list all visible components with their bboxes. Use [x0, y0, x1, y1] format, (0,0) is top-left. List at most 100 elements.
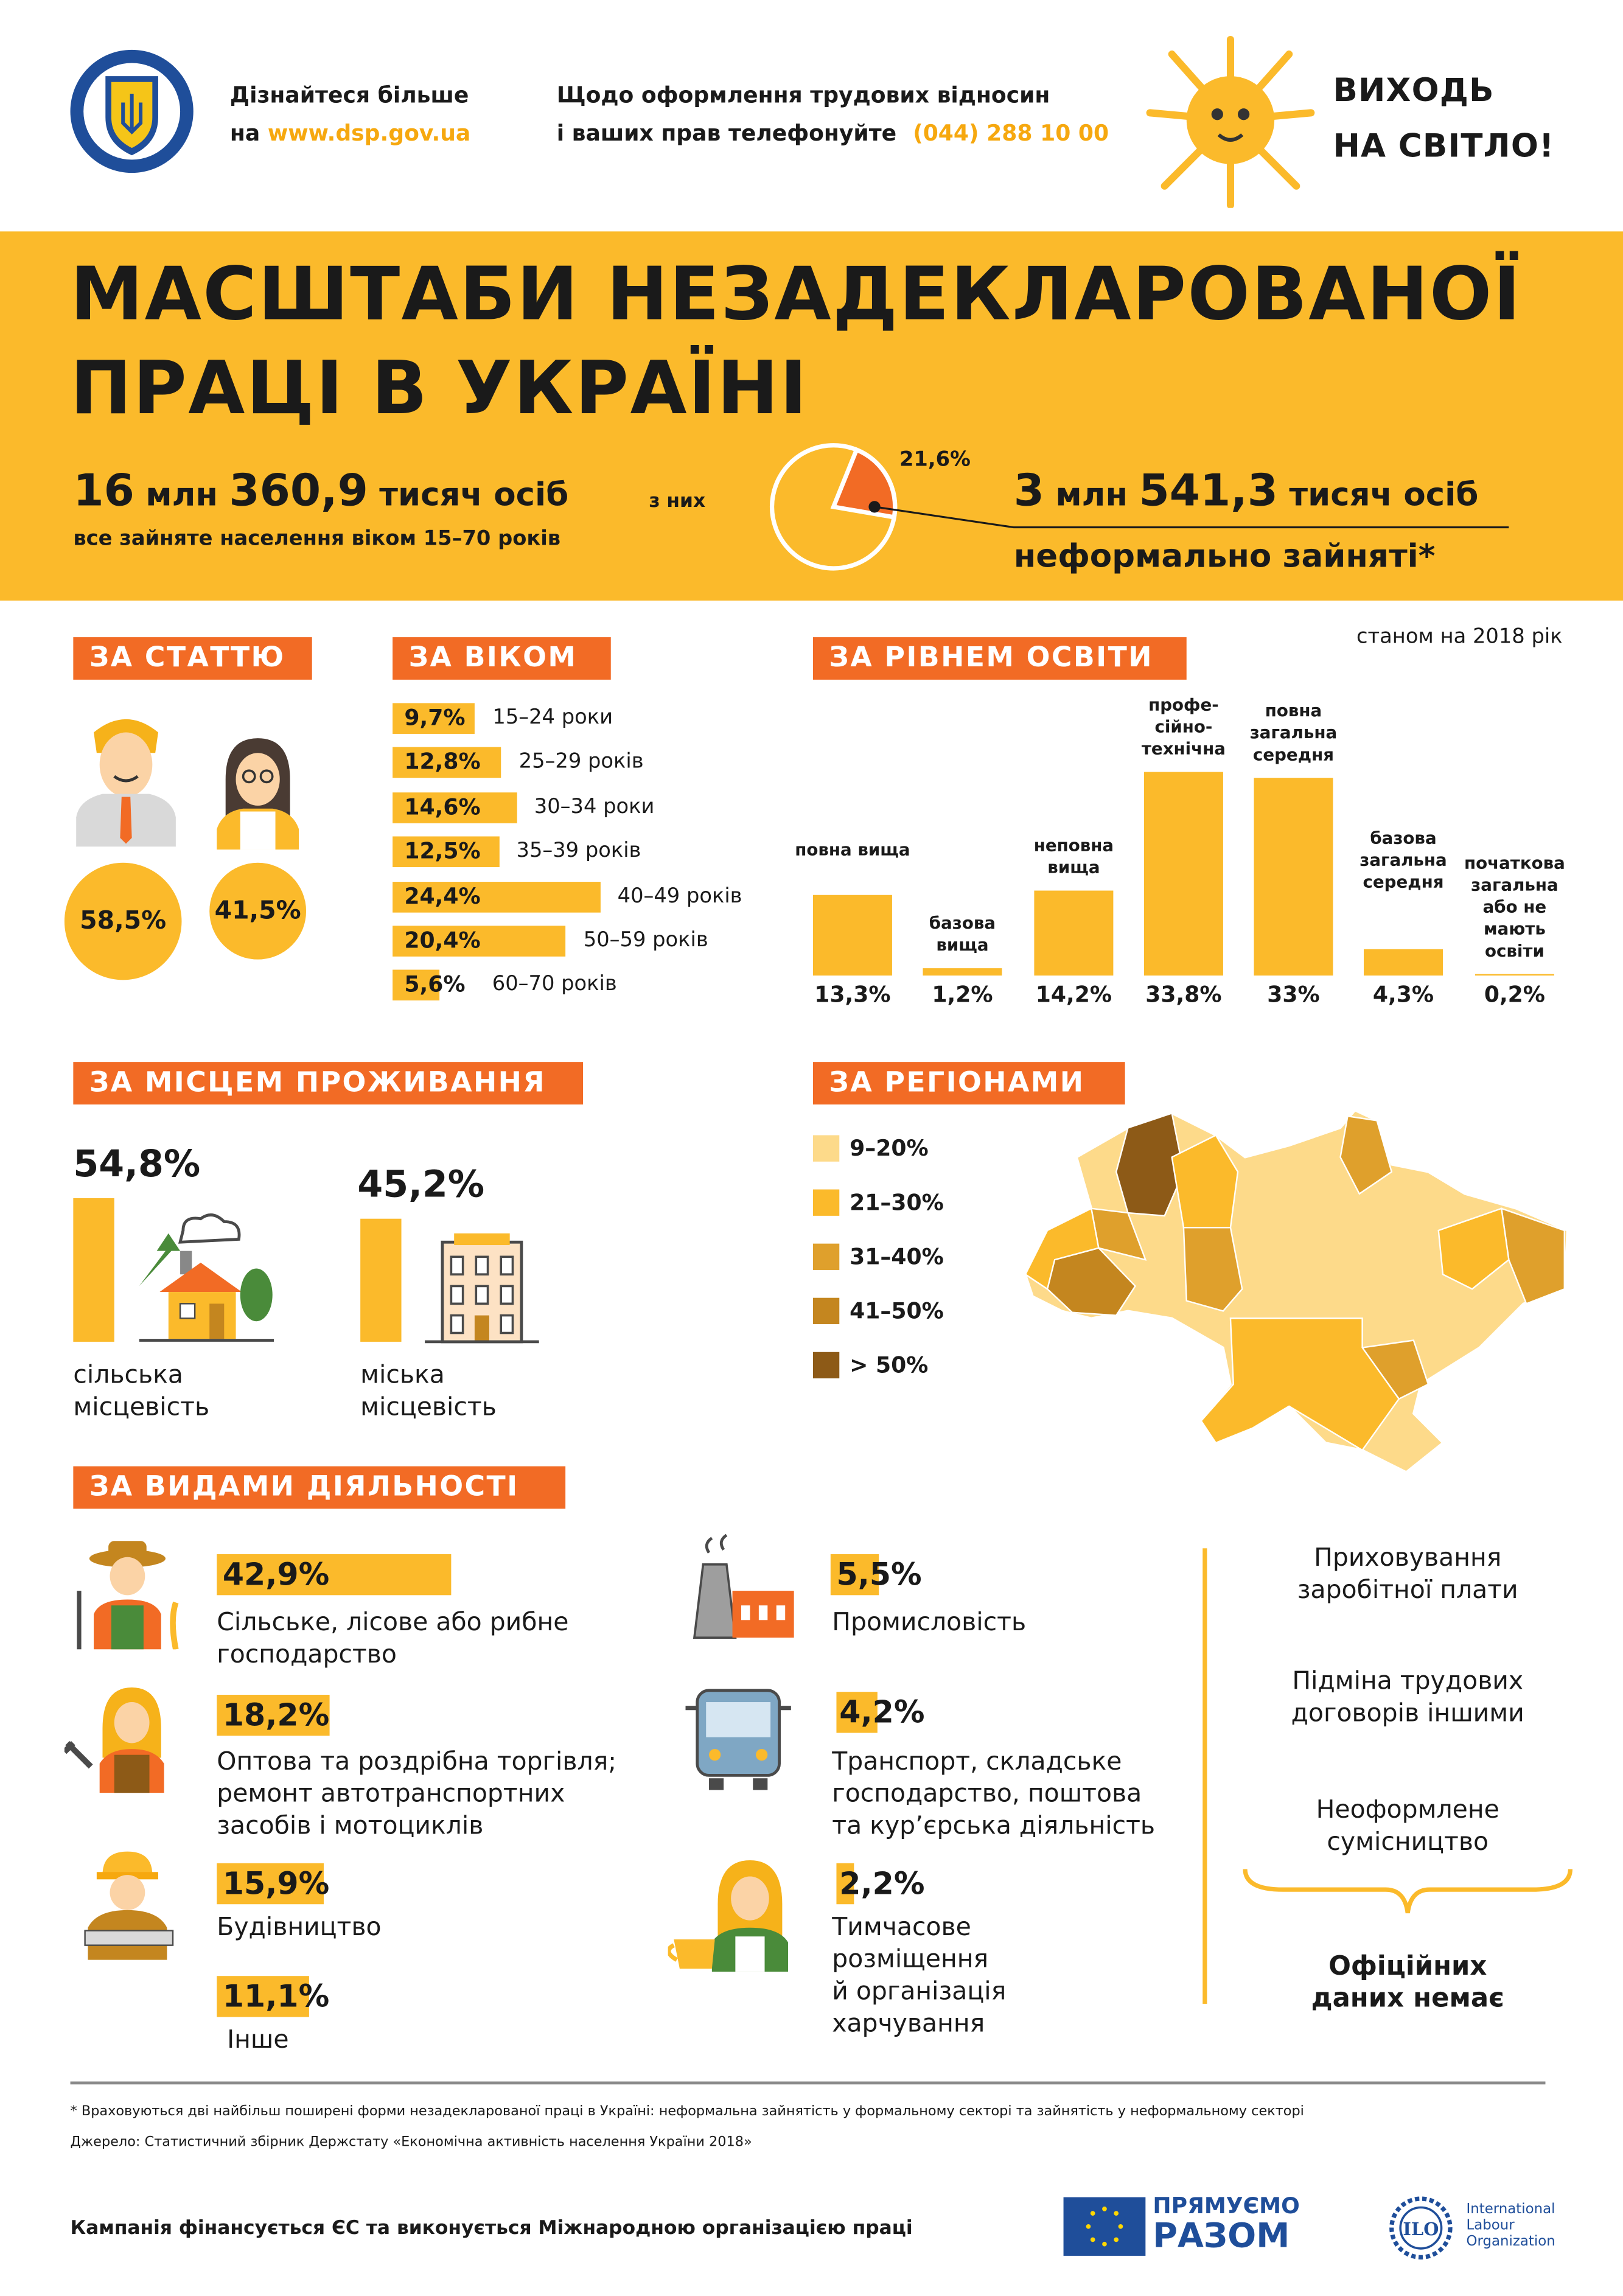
agri-bar — [217, 1554, 452, 1596]
education-category-label: профе-сійно-технічна — [1141, 694, 1226, 759]
curly-brace-icon — [1243, 1869, 1573, 1914]
no-data-item-3-line-2: сумісництво — [1327, 1828, 1489, 1858]
age-bar-value: 24,4% — [404, 883, 481, 910]
pointer-line — [874, 506, 1509, 529]
no-data-item-2-line-1: Підміна трудових — [1292, 1667, 1524, 1697]
of-them-label: з них — [649, 490, 706, 513]
education-bar — [812, 895, 892, 976]
section-activities: ЗА ВИДАМИ ДІЯЛЬНОСТІ — [73, 1466, 566, 1509]
age-range-label: 50–59 років — [583, 929, 708, 952]
transport-label-line-1: Транспорт, складське — [832, 1747, 1122, 1777]
legend-swatch — [812, 1135, 840, 1162]
total-thousands: 360,9 — [229, 466, 368, 517]
education-bar — [1364, 949, 1443, 976]
village-house-icon — [139, 1213, 274, 1342]
education-value-label: 1,2% — [932, 981, 993, 1008]
total-caption: все зайняте населення віком 15–70 років — [73, 527, 561, 551]
education-category-label: базова вища — [929, 912, 996, 955]
education-category-label: повна вища — [795, 840, 910, 861]
urban-bar — [360, 1218, 402, 1342]
agri-label-line-1: Сільське, лісове або рибне — [217, 1608, 569, 1638]
no-data-item-2: Підміна трудових договорів іншими — [1245, 1666, 1570, 1730]
education-bar — [1475, 973, 1554, 976]
age-bar — [393, 969, 441, 1001]
woman-icon — [217, 738, 299, 850]
column-divider — [1202, 1548, 1207, 2004]
trade-label-line-1: Оптова та роздрібна торгівля; — [217, 1747, 617, 1777]
education-bar — [1143, 772, 1223, 976]
region-21-30-west — [1024, 1207, 1100, 1291]
education-value-label: 13,3% — [814, 981, 891, 1008]
informal-thousands-unit: тисяч осіб — [1277, 477, 1479, 514]
man-icon — [76, 719, 176, 847]
age-bar — [393, 747, 501, 778]
age-bar — [393, 703, 475, 734]
phone-number[interactable]: (044) 288 10 00 — [913, 120, 1109, 147]
no-data-item-3-line-1: Неоформлене — [1316, 1796, 1499, 1826]
website-link[interactable]: www.dsp.gov.ua — [267, 120, 471, 147]
builder-icon — [84, 1851, 174, 1960]
age-range-label: 30–34 роки — [534, 795, 655, 819]
ilo-logo-icon: ILO — [1389, 2196, 1453, 2259]
region-31-40-west — [1090, 1207, 1147, 1261]
campaign-slogan-line-2: НА СВІТЛО! — [1333, 128, 1555, 166]
age-bar-value: 12,5% — [404, 837, 481, 865]
section-regions: ЗА РЕГІОНАМИ — [812, 1062, 1125, 1104]
region-31-40-south — [1361, 1339, 1429, 1400]
trade-value: 18,2% — [222, 1697, 330, 1733]
education-value-label: 4,3% — [1372, 981, 1434, 1008]
education-category-label: початкова загальна або не мають освіти — [1464, 851, 1565, 960]
age-range-label: 40–49 років — [617, 884, 742, 909]
total-employed: 16 млн 360,9 тисяч осіб — [73, 466, 568, 517]
age-bar-value: 9,7% — [404, 704, 466, 731]
legend-swatch — [812, 1243, 840, 1270]
age-bar-value: 5,6% — [404, 971, 466, 998]
transport-label-line-3: та кур’єрська діяльність — [832, 1812, 1156, 1841]
trader-mechanic-icon — [64, 1687, 164, 1793]
transport-value: 4,2% — [839, 1695, 925, 1730]
region-31-40-north — [1339, 1115, 1393, 1195]
ilo-name-line-1: International — [1466, 2201, 1555, 2218]
rural-label-line-2: місцевість — [73, 1393, 210, 1423]
contact-line-2: і ваших прав телефонуйте (044) 288 10 00 — [557, 120, 1109, 146]
page-title-line-1: МАСШТАБИ НЕЗАДЕКЛАРОВАНОЇ — [70, 252, 1522, 337]
total-thousands-unit: тисяч осіб — [368, 477, 569, 514]
agri-label-line-2: господарство — [217, 1640, 397, 1670]
industry-value: 5,5% — [836, 1557, 922, 1593]
footer-divider — [70, 2081, 1546, 2085]
informal-millions: 3 — [1013, 466, 1044, 517]
construction-label: Будівництво — [217, 1913, 382, 1942]
age-bar — [393, 792, 517, 823]
age-bar — [393, 926, 566, 957]
website-prefix: на — [229, 120, 260, 147]
eu-slogan-line-2: РАЗОМ — [1153, 2217, 1290, 2256]
urban-share: 45,2% — [357, 1163, 485, 1206]
urban-label-line-2: місцевість — [360, 1393, 497, 1423]
no-data-item-2-line-2: договорів іншими — [1291, 1699, 1524, 1729]
transport-label: Транспорт, складське господарство, пошто… — [832, 1746, 1155, 1843]
education-value-label: 14,2% — [1035, 981, 1112, 1008]
total-millions: 16 — [73, 466, 134, 517]
campaign-slogan-line-1: ВИХОДЬ — [1333, 73, 1495, 110]
age-range-label: 15–24 роки — [492, 706, 613, 730]
legend-label: > 50% — [850, 1352, 929, 1379]
source-note: Джерело: Статистичний збірник Держстату … — [70, 2134, 752, 2151]
trade-label-line-3: засобів і мотоциклів — [217, 1812, 484, 1841]
city-building-icon — [425, 1233, 539, 1344]
rural-label-line-1: сільська — [73, 1361, 183, 1391]
agri-value: 42,9% — [222, 1557, 330, 1593]
transport-bar — [836, 1692, 878, 1733]
ilo-name: International Labour Organization — [1467, 2202, 1555, 2250]
factory-icon — [693, 1534, 794, 1639]
hospitality-value: 2,2% — [839, 1866, 925, 1902]
region-41-50-west — [1046, 1247, 1137, 1316]
education-category-label: неповна вища — [1033, 834, 1114, 878]
hospitality-label-line-4: харчування — [832, 2009, 985, 2039]
region-21-30-a — [1171, 1134, 1239, 1229]
section-gender: ЗА СТАТТЮ — [73, 637, 312, 680]
farmer-icon — [77, 1541, 179, 1650]
informal-share-pie — [769, 443, 898, 571]
education-value-label: 33,8% — [1145, 981, 1222, 1008]
informal-thousands: 541,3 — [1139, 466, 1278, 517]
region-low-base — [1024, 1109, 1569, 1474]
